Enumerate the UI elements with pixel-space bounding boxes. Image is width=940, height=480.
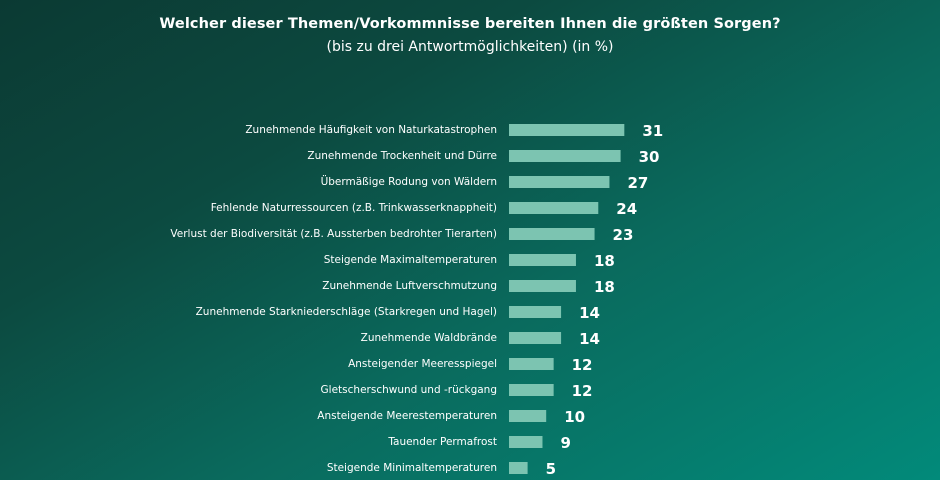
category-label: Zunehmende Starkniederschläge (Starkrege…	[196, 306, 497, 318]
bar	[509, 176, 610, 188]
category-label: Steigende Minimaltemperaturen	[327, 462, 497, 474]
value-label: 31	[642, 122, 663, 140]
value-label: 9	[560, 434, 570, 452]
value-label: 14	[579, 330, 600, 348]
bar	[509, 202, 599, 214]
bar	[509, 462, 528, 474]
bar	[509, 150, 621, 162]
value-label: 10	[564, 408, 585, 426]
category-label: Zunehmende Luftverschmutzung	[322, 280, 497, 292]
bar	[509, 254, 576, 266]
value-label: 27	[627, 174, 648, 192]
bar	[509, 384, 554, 396]
value-label: 24	[616, 200, 637, 218]
bar	[509, 410, 547, 422]
chart-subtitle: (bis zu drei Antwortmöglichkeiten) (in %…	[326, 39, 614, 55]
value-label: 18	[594, 278, 615, 296]
category-label: Zunehmende Waldbrände	[361, 332, 497, 344]
value-label: 12	[572, 356, 593, 374]
value-label: 5	[546, 460, 556, 478]
bar	[509, 436, 543, 448]
chart-title: Welcher dieser Themen/Vorkommnisse berei…	[159, 16, 781, 32]
category-label: Ansteigende Meerestemperaturen	[317, 410, 497, 422]
value-label: 14	[579, 304, 600, 322]
value-label: 18	[594, 252, 615, 270]
bar	[509, 124, 625, 136]
category-label: Fehlende Naturressourcen (z.B. Trinkwass…	[211, 202, 497, 214]
value-label: 30	[639, 148, 660, 166]
category-label: Ansteigender Meeresspiegel	[348, 358, 497, 370]
bar	[509, 332, 562, 344]
bar	[509, 306, 562, 318]
bar	[509, 358, 554, 370]
category-label: Verlust der Biodiversität (z.B. Aussterb…	[170, 228, 497, 240]
value-label: 12	[572, 382, 593, 400]
bar	[509, 280, 576, 292]
category-label: Gletscherschwund und -rückgang	[321, 384, 497, 396]
category-label: Zunehmende Trockenheit und Dürre	[307, 150, 497, 162]
category-label: Tauender Permafrost	[387, 436, 497, 448]
category-label: Übermäßige Rodung von Wäldern	[321, 175, 497, 188]
category-label: Steigende Maximaltemperaturen	[324, 254, 497, 266]
bar	[509, 228, 595, 240]
category-label: Zunehmende Häufigkeit von Naturkatastrop…	[245, 124, 497, 136]
value-label: 23	[613, 226, 634, 244]
